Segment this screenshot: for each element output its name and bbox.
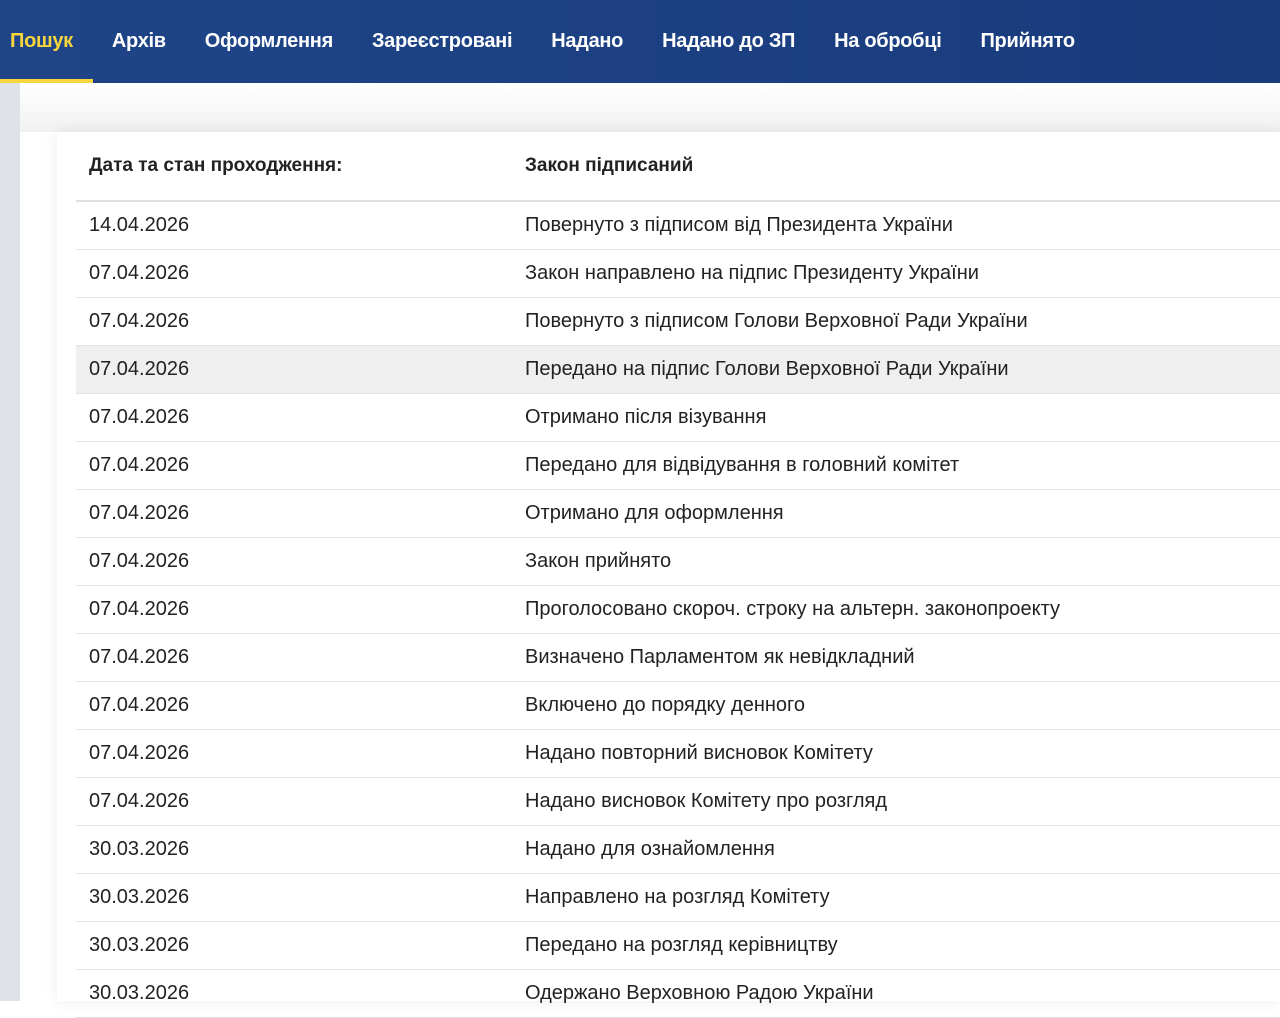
row-status: Надано для ознайомлення <box>525 838 775 860</box>
row-date: 07.04.2026 <box>89 742 190 764</box>
table-body: 14.04.2026 Повернуто з підписом від Прези… <box>57 202 1280 1018</box>
table-row: 14.04.2026 Повернуто з підписом від Прези… <box>76 202 1280 250</box>
row-status: Закон направлено на підпис Президенту Ук… <box>525 262 979 284</box>
nav-tab[interactable]: Прийнято <box>980 30 1075 52</box>
table-row: 07.04.2026 Закон направлено на підпис Пре… <box>76 250 1280 298</box>
row-date: 30.03.2026 <box>89 838 190 860</box>
row-status: Передано для відвідування в головний ком… <box>525 454 960 476</box>
row-status: Повернуто з підписом Голови Верховної Ра… <box>525 310 1028 332</box>
top-nav: Пошук Архів Оформлення Зареєстровані Надано Н… <box>0 0 1280 83</box>
row-date: 07.04.2026 <box>89 310 190 332</box>
bill-status-table: Дата та стан проходження: Закон підписан… <box>57 132 1280 1018</box>
row-status: Направлено на розгляд Комітету <box>525 886 830 908</box>
table-row: 07.04.2026 Повернуто з підписом Голови Ве… <box>76 298 1280 346</box>
row-status: Закон прийнято <box>525 550 672 572</box>
row-date: 30.03.2026 <box>89 934 190 956</box>
row-status: Повернуто з підписом від Президента Укра… <box>525 214 953 236</box>
row-date: 07.04.2026 <box>89 646 190 668</box>
row-date: 07.04.2026 <box>89 358 190 380</box>
table-row: 30.03.2026 Одержано Верховною Радою Украї… <box>76 970 1280 1018</box>
row-date: 07.04.2026 <box>89 262 190 284</box>
header-date-status: Дата та стан проходження: <box>89 155 343 176</box>
table-row: 07.04.2026 Отримано після візування <box>76 394 1280 442</box>
nav-tab[interactable]: Надано до ЗП <box>662 30 796 52</box>
table-row: 07.04.2026 Передано на підпис Голови Верх… <box>76 346 1280 394</box>
table-row: 07.04.2026 Закон прийнято <box>76 538 1280 586</box>
table-row: 30.03.2026 Направлено на розгляд Комітету <box>76 874 1280 922</box>
row-status: Отримано для оформлення <box>525 502 784 524</box>
left-sidebar-strip <box>0 83 20 1001</box>
table-row: 30.03.2026 Передано на розгляд керівництв… <box>76 922 1280 970</box>
row-status: Надано висновок Комітету про розгляд <box>525 790 888 812</box>
table-row: 30.03.2026 Надано для ознайомлення <box>76 826 1280 874</box>
row-date: 07.04.2026 <box>89 598 190 620</box>
table-row: 07.04.2026 Отримано для оформлення <box>76 490 1280 538</box>
row-date: 30.03.2026 <box>89 982 190 1004</box>
nav-tab[interactable]: Надано <box>551 30 624 52</box>
row-status: Передано на підпис Голови Верховної Ради… <box>525 358 1009 380</box>
row-status: Отримано після візування <box>525 406 767 428</box>
row-status: Проголосовано скороч. строку на альтерн.… <box>525 598 1060 620</box>
row-date: 07.04.2026 <box>89 550 190 572</box>
table-header: Дата та стан проходження: Закон підписан… <box>76 132 1280 202</box>
table-row: 07.04.2026 Надано повторний висновок Комі… <box>76 730 1280 778</box>
header-law-signed: Закон підписаний <box>525 155 694 176</box>
nav-tab[interactable]: Пошук <box>0 0 93 83</box>
table-row: 07.04.2026 Надано висновок Комітету про р… <box>76 778 1280 826</box>
row-status: Одержано Верховною Радою України <box>525 982 874 1004</box>
nav-tab[interactable]: На обробці <box>834 30 942 52</box>
row-status: Включено до порядку денного <box>525 694 806 716</box>
row-status: Визначено Парламентом як невідкладний <box>525 646 915 668</box>
row-status: Надано повторний висновок Комітету <box>525 742 873 764</box>
row-date: 07.04.2026 <box>89 790 190 812</box>
nav-tab[interactable]: Оформлення <box>204 30 333 52</box>
table-row: 07.04.2026 Включено до порядку денного <box>76 682 1280 730</box>
table-row: 07.04.2026 Передано для відвідування в го… <box>76 442 1280 490</box>
nav-tab[interactable]: Архів <box>111 30 166 52</box>
table-row: 07.04.2026 Проголосовано скороч. строку н… <box>76 586 1280 634</box>
row-status: Передано на розгляд керівництву <box>525 934 838 956</box>
row-date: 07.04.2026 <box>89 454 190 476</box>
row-date: 07.04.2026 <box>89 502 190 524</box>
row-date: 14.04.2026 <box>89 214 190 236</box>
table-row: 07.04.2026 Визначено Парламентом як невід… <box>76 634 1280 682</box>
row-date: 30.03.2026 <box>89 886 190 908</box>
row-date: 07.04.2026 <box>89 406 190 428</box>
nav-tab[interactable]: Зареєстровані <box>371 30 513 52</box>
row-date: 07.04.2026 <box>89 694 190 716</box>
